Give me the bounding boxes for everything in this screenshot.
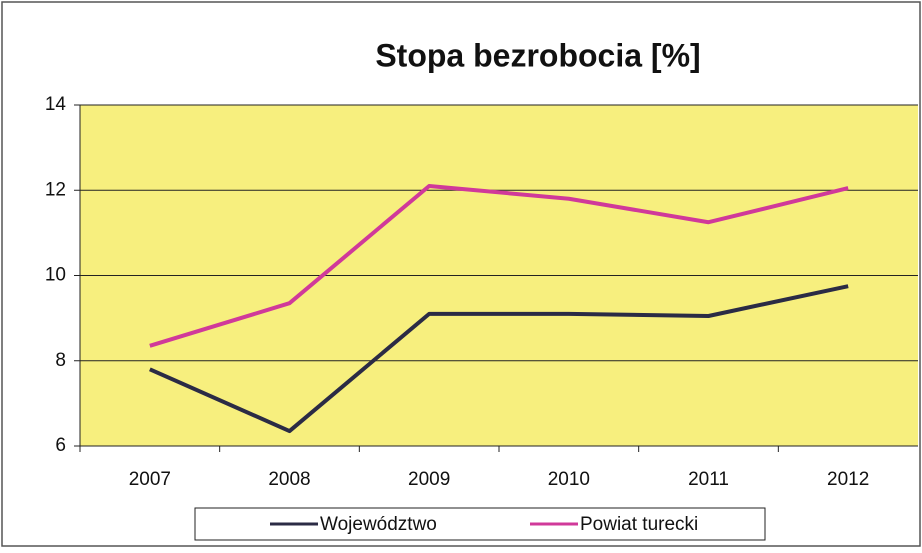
y-tick-label: 10 (45, 265, 66, 286)
x-tick-label: 2010 (548, 469, 590, 490)
y-tick-label: 12 (45, 179, 66, 200)
x-tick-label: 2009 (408, 469, 450, 490)
series-line (149, 183, 849, 348)
y-tick-label: 8 (55, 350, 66, 371)
y-tick-label: 6 (55, 435, 66, 456)
legend-label: Województwo (320, 514, 437, 535)
x-tick-label: 2007 (129, 469, 171, 490)
x-tick-label: 2012 (827, 469, 869, 490)
x-tick-label: 2011 (688, 469, 729, 490)
y-tick-label: 14 (45, 94, 67, 115)
x-tick-label: 2008 (268, 469, 310, 490)
chart-title: Stopa bezrobocia [%] (375, 37, 700, 73)
series-line (149, 284, 849, 434)
legend-label: Powiat turecki (580, 514, 698, 535)
